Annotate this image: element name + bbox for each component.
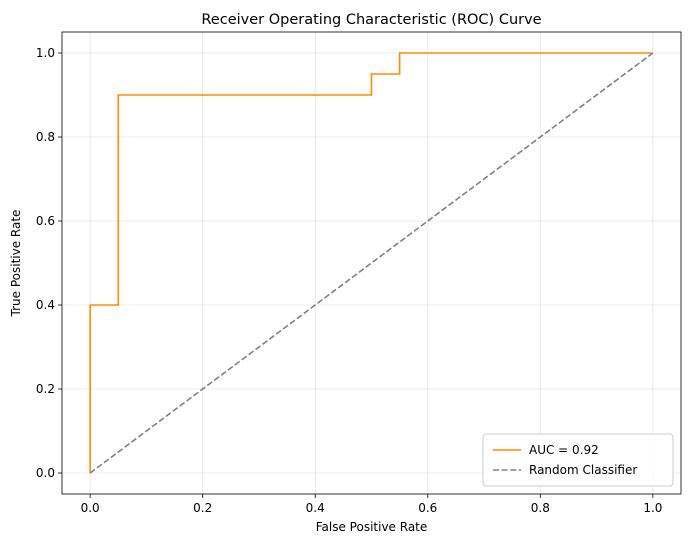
series-layer	[89, 52, 654, 474]
y-tick-label: 0.0	[36, 466, 55, 480]
ticks: 0.0 0.2 0.4 0.6 0.8 1.0 0.0 0.2 0.4 0.6 0.8 1.0	[36, 46, 663, 515]
chart-title: Receiver Operating Characteristic (ROC) …	[201, 12, 541, 28]
legend: AUC = 0.92 Random Classifier	[482, 433, 674, 487]
y-axis-label: True Positive Rate	[9, 210, 23, 318]
x-tick-label: 0.2	[193, 501, 212, 515]
plot-frame	[61, 31, 682, 495]
y-tick-label: 0.4	[36, 298, 55, 312]
legend-entry-label: AUC = 0.92	[529, 443, 599, 457]
x-tick-label: 0.4	[306, 501, 325, 515]
grid	[62, 32, 681, 494]
x-axis-label: False Positive Rate	[316, 520, 428, 534]
legend-box	[482, 433, 674, 487]
legend-entry-label: Random Classifier	[529, 463, 637, 477]
roc-curve-line	[89, 52, 653, 473]
y-tick-label: 1.0	[36, 46, 55, 60]
random-classifier-line	[89, 52, 654, 474]
y-tick-label: 0.2	[36, 382, 55, 396]
x-tick-label: 0.0	[81, 501, 100, 515]
x-tick-label: 0.8	[531, 501, 550, 515]
y-tick-label: 0.6	[36, 214, 55, 228]
x-tick-label: 1.0	[643, 501, 662, 515]
x-tick-label: 0.6	[418, 501, 437, 515]
y-tick-label: 0.8	[36, 130, 55, 144]
